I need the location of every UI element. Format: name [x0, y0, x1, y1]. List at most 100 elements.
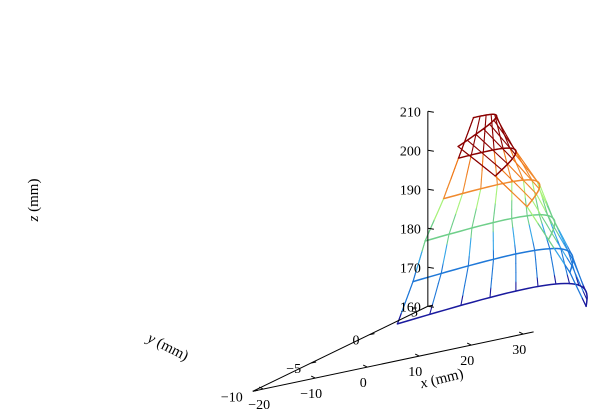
- surface-edge-line: [446, 177, 452, 190]
- z-tick-mark: [427, 305, 434, 308]
- surface-section-rib: [457, 113, 498, 148]
- y-axis-line: [252, 305, 429, 392]
- surface-generator-line: [464, 275, 468, 287]
- surface-generator-line: [483, 141, 493, 150]
- surface-generator-line: [440, 263, 444, 275]
- surface-generator-line: [525, 206, 528, 217]
- surface-edge-line: [457, 145, 468, 155]
- surface-generator-line: [566, 274, 571, 285]
- surface-generator-line: [526, 171, 533, 181]
- surface-generator-line: [494, 193, 497, 205]
- surface-generator-line: [462, 285, 466, 297]
- surface-edge-line: [485, 168, 496, 177]
- surface-edge-line: [569, 271, 575, 282]
- surface-generator-line: [492, 161, 503, 171]
- surface-generator-line: [531, 199, 538, 209]
- surface-generator-line: [489, 287, 492, 299]
- surface-generator-line: [462, 183, 466, 195]
- surface-generator-line: [483, 154, 494, 163]
- surface-generator-line: [566, 257, 573, 267]
- surface-generator-line: [535, 196, 539, 207]
- surface-edge-line: [510, 190, 520, 200]
- surface-generator-line: [542, 197, 546, 208]
- axes: −20 −10 0 10 20 30 5 0 −5 −10 160 170 180 190 200 210: [221, 105, 534, 409]
- surface-edge-line: [476, 160, 487, 170]
- surface-edge-line: [408, 281, 414, 293]
- surface-generator-line: [495, 184, 498, 195]
- surface-edge-line: [573, 280, 579, 290]
- z-tick-label: 200: [400, 144, 421, 159]
- z-tick-label: 180: [400, 222, 421, 237]
- surface-generator-line: [528, 185, 537, 195]
- y-tick-label: 5: [411, 305, 418, 320]
- surface-generator-line: [524, 192, 533, 201]
- surface-generator-line: [509, 172, 513, 183]
- surface-generator-line: [526, 168, 535, 178]
- surface-section-rib: [442, 179, 541, 208]
- surface-generator-line: [541, 216, 548, 226]
- surface-generator-line: [466, 139, 477, 149]
- surface-edge-line: [421, 240, 426, 252]
- surface-generator-line: [538, 188, 544, 198]
- surface-generator-line: [514, 244, 517, 255]
- surface-generator-line: [553, 231, 559, 242]
- surface-generator-line: [530, 232, 534, 243]
- surface-generator-line: [460, 294, 464, 306]
- surface-generator-line: [553, 274, 557, 285]
- y-tick-mark: [369, 333, 375, 336]
- x-tick-mark: [310, 375, 316, 379]
- z-tick-mark: [427, 188, 434, 191]
- surface-generator-line: [492, 212, 495, 224]
- y-axis-title: y (mm): [143, 329, 191, 364]
- surface-generator-line: [492, 140, 495, 151]
- surface-generator-line: [558, 229, 564, 239]
- surface-generator-line: [553, 226, 560, 236]
- surface-generator-line: [561, 248, 568, 259]
- surface-generator-line: [540, 201, 546, 212]
- surface-generator-line: [468, 246, 471, 257]
- z-tick-label: 170: [400, 261, 421, 276]
- surface-generator-line: [455, 203, 460, 215]
- surface-generator-line: [550, 223, 555, 233]
- surface-edge-line: [558, 255, 566, 265]
- surface-generator-line: [480, 179, 482, 190]
- surface-edge-line: [547, 239, 555, 249]
- surface-generator-line: [448, 223, 453, 235]
- x-tick-mark: [258, 386, 264, 390]
- z-tick-label: 190: [400, 183, 421, 198]
- surface-generator-line: [432, 293, 437, 305]
- y-tick-mark: [311, 361, 317, 364]
- surface-generator-line: [504, 135, 511, 144]
- surface-generator-line: [559, 233, 565, 244]
- x-tick-label: −10: [300, 387, 322, 402]
- surface-generator-line: [495, 116, 502, 126]
- surface-generator-line: [482, 128, 492, 137]
- surface-generator-line: [545, 200, 551, 211]
- x-tick-label: 10: [408, 365, 422, 380]
- x-tick-mark: [518, 331, 524, 335]
- surface-edge-line: [531, 214, 539, 224]
- surface-generator-line: [446, 233, 450, 245]
- z-tick-mark: [427, 110, 434, 113]
- surface-generator-line: [477, 115, 481, 127]
- surface-generator-line: [471, 217, 475, 229]
- surface-generator-line: [464, 173, 468, 185]
- surface-generator-line: [562, 237, 569, 248]
- surface-generator-line: [451, 213, 457, 225]
- surface-edge-line: [466, 153, 478, 162]
- surface-generator-line: [472, 135, 477, 146]
- surface-section-rib: [424, 214, 556, 242]
- surface-generator-line: [519, 171, 524, 181]
- surface-generator-line: [558, 234, 565, 244]
- surface-generator-line: [470, 227, 473, 239]
- y-tick-label: −10: [221, 390, 243, 405]
- surface-generator-line: [475, 147, 486, 156]
- x-tick-label: 0: [360, 376, 367, 391]
- surface-edge-line: [502, 183, 512, 192]
- surface-generator-line: [512, 226, 515, 237]
- surface-generator-line: [500, 139, 504, 149]
- surface-edge-line: [412, 270, 417, 283]
- x-tick-mark: [362, 364, 368, 368]
- surface-section-rib: [396, 282, 588, 325]
- surface-generator-line: [488, 123, 497, 133]
